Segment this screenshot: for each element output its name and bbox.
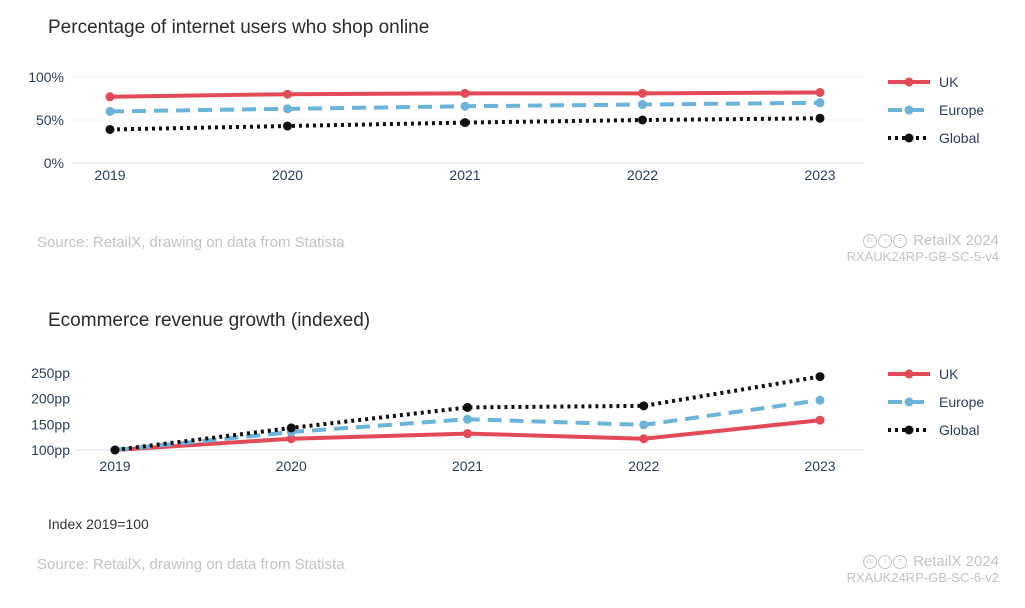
attribution-icon: i <box>878 554 893 569</box>
legend-marker-global <box>904 425 914 435</box>
data-point-uk <box>815 415 825 425</box>
x-tick-label: 2022 <box>627 167 658 183</box>
data-point-global <box>815 372 825 382</box>
data-point-global <box>639 401 649 411</box>
data-point-uk <box>460 88 470 98</box>
index-note: Index 2019=100 <box>48 516 149 532</box>
y-tick-label: 100pp <box>31 442 70 458</box>
data-point-uk <box>105 92 115 102</box>
source-note: Source: RetailX, drawing on data from St… <box>37 234 345 251</box>
creative-commons-icon: cc i = <box>863 233 908 248</box>
line-chart-revenue-growth: 100pp 150pp 200pp 250pp 2019 2020 2021 2022 2023… <box>31 365 984 474</box>
data-point-uk <box>286 434 296 444</box>
data-point-global <box>105 124 115 134</box>
data-point-europe <box>460 101 470 111</box>
data-point-europe <box>815 98 825 108</box>
data-point-global <box>460 118 470 128</box>
chart-code: RXAUK24RP-GB-SC-5-v4 <box>846 249 999 264</box>
cc-icon: cc <box>863 554 878 569</box>
creative-commons-icon: cc i = <box>863 554 908 569</box>
y-tick-label: 0% <box>44 155 64 171</box>
data-point-europe <box>639 420 649 430</box>
brand-block: cc i = RetailX 2024 RXAUK24RP-GB-SC-5-v4 <box>847 232 999 264</box>
x-tick-label: 2020 <box>272 167 303 183</box>
y-tick-label: 100% <box>28 69 64 85</box>
x-tick-label: 2023 <box>804 167 835 183</box>
data-point-uk <box>463 429 472 439</box>
legend-marker-global <box>904 133 914 143</box>
y-tick-label: 200pp <box>31 391 70 407</box>
legend-marker-europe <box>904 397 914 407</box>
x-tick-label: 2021 <box>452 458 483 474</box>
data-point-global <box>463 402 472 412</box>
series-line-global <box>114 374 821 452</box>
x-tick-label: 2020 <box>276 458 307 474</box>
data-point-global <box>815 113 825 123</box>
chart-panel-revenue-growth: Ecommerce revenue growth (indexed) 100pp… <box>0 296 1025 608</box>
no-derivatives-icon: = <box>893 233 908 248</box>
data-point-europe <box>105 106 115 116</box>
brand-name: RetailX 2024 <box>913 553 999 570</box>
y-tick-label: 50% <box>36 112 64 128</box>
source-note: Source: RetailX, drawing on data from St… <box>37 556 345 573</box>
legend-label-uk: UK <box>939 366 959 382</box>
attribution-icon: i <box>878 233 893 248</box>
chart-code: RXAUK24RP-GB-SC-6-v2 <box>846 570 999 585</box>
data-point-global <box>110 445 120 455</box>
chart-title: Percentage of internet users who shop on… <box>48 17 430 38</box>
data-point-global <box>638 115 647 125</box>
data-point-uk <box>283 89 292 99</box>
brand-name: RetailX 2024 <box>913 232 999 249</box>
legend-label-europe: Europe <box>939 394 984 410</box>
cc-icon: cc <box>863 233 878 248</box>
data-point-global <box>286 423 296 433</box>
data-point-europe <box>283 104 292 114</box>
legend-label-global: Global <box>939 422 979 438</box>
chart-panel-online-shoppers: Percentage of internet users who shop on… <box>0 0 1025 290</box>
x-tick-label: 2021 <box>449 167 480 183</box>
data-point-global <box>283 121 292 131</box>
y-tick-label: 150pp <box>31 416 70 432</box>
y-tick-label: 250pp <box>31 365 70 381</box>
x-tick-label: 2019 <box>99 458 130 474</box>
data-point-uk <box>639 434 649 444</box>
legend-marker-uk <box>904 77 914 87</box>
legend-label-uk: UK <box>939 74 959 90</box>
x-tick-label: 2022 <box>628 458 659 474</box>
legend-label-global: Global <box>939 130 979 146</box>
data-point-europe <box>638 100 647 110</box>
x-tick-label: 2019 <box>94 167 125 183</box>
data-point-europe <box>463 414 472 424</box>
chart-title: Ecommerce revenue growth (indexed) <box>48 310 371 331</box>
data-point-uk <box>638 88 647 98</box>
no-derivatives-icon: = <box>893 554 908 569</box>
x-tick-label: 2023 <box>804 458 835 474</box>
legend-marker-uk <box>904 369 914 379</box>
legend-label-europe: Europe <box>939 102 984 118</box>
data-point-uk <box>815 87 825 97</box>
data-point-europe <box>815 395 825 405</box>
line-chart-online-shoppers: 0% 50% 100% 2019 2020 2021 2022 2023 UK Europe Glo… <box>28 69 984 183</box>
brand-block: cc i = RetailX 2024 RXAUK24RP-GB-SC-6-v2 <box>847 553 999 585</box>
legend-marker-europe <box>904 105 914 115</box>
